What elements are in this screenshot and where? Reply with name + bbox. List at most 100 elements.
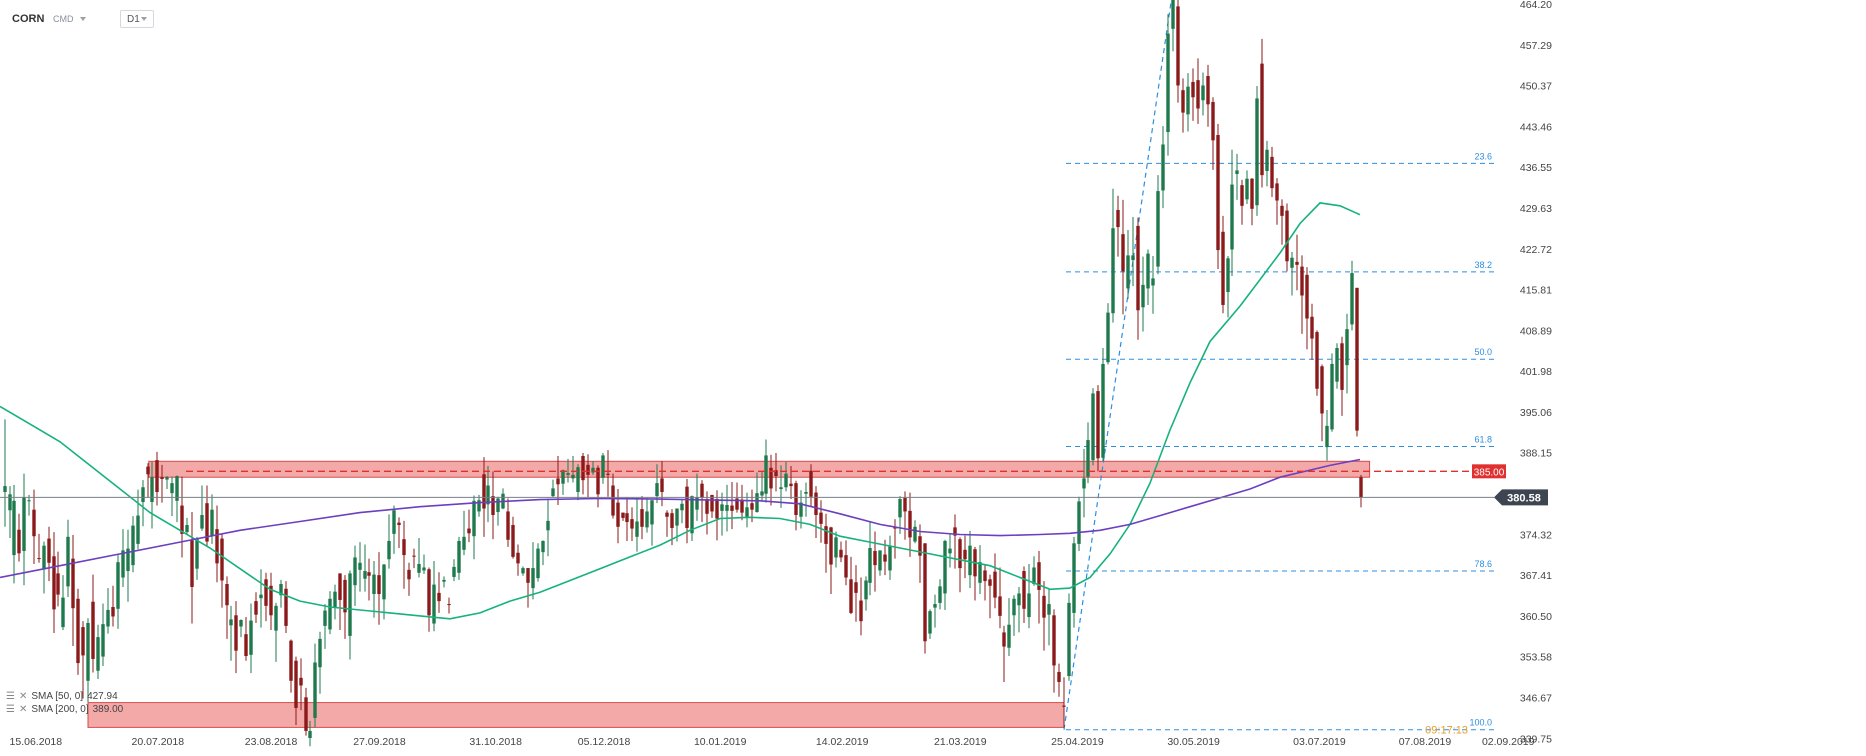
bullish-candle: [1201, 72, 1205, 116]
sma-50-line: [0, 202, 1361, 620]
settings-icon[interactable]: ☰: [6, 691, 15, 702]
candle-body: [343, 579, 347, 613]
bullish-candle: [372, 561, 376, 618]
candle-body: [452, 566, 456, 577]
bearish-candle: [1240, 179, 1244, 225]
candle-body: [685, 486, 689, 528]
bullish-candle: [1007, 598, 1011, 656]
bullish-candle: [358, 542, 362, 592]
candle-body: [536, 548, 540, 579]
bearish-candle: [973, 546, 977, 601]
candle-body: [1330, 363, 1334, 430]
candle-body: [131, 525, 135, 566]
bearish-candle: [294, 656, 298, 726]
bullish-candle: [1151, 255, 1155, 314]
bearish-candle: [447, 597, 451, 614]
bearish-candle: [76, 588, 80, 675]
fibonacci-trend-line[interactable]: [1063, 0, 1173, 730]
candle-body: [616, 502, 620, 527]
candle-body: [457, 540, 461, 573]
bullish-candle: [348, 570, 352, 660]
bearish-candle: [467, 509, 471, 543]
bullish-candle: [249, 603, 253, 674]
bullish-candle: [185, 517, 189, 534]
candle-body: [745, 507, 749, 517]
close-icon[interactable]: ✕: [18, 704, 28, 715]
candle-body: [185, 525, 189, 533]
market-label: CMD: [53, 14, 74, 24]
candle-countdown: 09:17:13: [1425, 725, 1468, 737]
candle-body: [462, 536, 466, 550]
symbol-label[interactable]: CORN: [12, 13, 45, 25]
bullish-candle: [913, 520, 917, 544]
bullish-candle: [121, 529, 125, 587]
candle-body: [1230, 184, 1234, 250]
x-tick-label: 03.07.2019: [1293, 736, 1346, 748]
candle-body: [591, 467, 595, 473]
close-icon[interactable]: ✕: [18, 691, 28, 702]
market-selector[interactable]: CMD: [53, 10, 86, 28]
settings-icon[interactable]: ☰: [6, 704, 15, 715]
candle-body: [66, 536, 70, 587]
candle-body: [491, 496, 495, 515]
candle-body: [367, 572, 371, 576]
candle-body: [898, 499, 902, 518]
candle-body: [382, 564, 386, 600]
x-tick-label: 20.07.2018: [132, 736, 185, 748]
bullish-candle: [150, 461, 154, 529]
bullish-candle: [1111, 188, 1115, 323]
fib-level-label: 61.8: [1474, 435, 1492, 445]
bearish-candle: [983, 565, 987, 601]
candle-body: [645, 511, 649, 528]
candle-body: [576, 467, 580, 492]
bullish-candle: [363, 544, 367, 592]
candle-body: [760, 491, 764, 496]
sma-50-legend[interactable]: ☰ ✕ SMA [50, 0] 427.94: [6, 691, 118, 702]
bearish-candle: [234, 601, 238, 674]
timeframe-selector[interactable]: D1: [120, 10, 154, 28]
bullish-candle: [501, 488, 505, 510]
bullish-candle: [457, 536, 461, 580]
candle-body: [333, 591, 337, 608]
bullish-candle: [978, 545, 982, 595]
bearish-candle: [1250, 178, 1254, 226]
bullish-candle: [86, 618, 90, 703]
candle-body: [215, 529, 219, 564]
candle-body: [155, 460, 159, 492]
candle-body: [56, 573, 60, 595]
bullish-candle: [561, 469, 565, 495]
resistance-price-label: 385.00: [1474, 467, 1505, 478]
candle-body: [417, 563, 421, 573]
candle-body: [705, 499, 709, 514]
candle-body: [47, 538, 51, 563]
candle-body: [958, 539, 962, 569]
bullish-candle: [943, 539, 947, 610]
candle-body: [903, 497, 907, 512]
bullish-candle: [933, 594, 937, 628]
candle-body: [913, 526, 917, 542]
time-axis[interactable]: 15.06.2018 20.07.2018 23.08.2018 27.09.2018…: [10, 736, 1535, 748]
price-axis[interactable]: 339.75 346.67 353.58 360.50 367.41 374.32 388.…: [1520, 0, 1552, 745]
candle-body: [259, 594, 263, 599]
bullish-candle: [546, 498, 550, 557]
sma-200-legend[interactable]: ☰ ✕ SMA [200, 0] 389.00: [6, 704, 123, 715]
fib-diagonal-line[interactable]: [1063, 0, 1173, 730]
candle-body: [804, 491, 808, 494]
y-tick-label: 422.72: [1520, 244, 1552, 256]
bullish-candle: [1156, 175, 1160, 275]
bullish-candle: [195, 536, 199, 580]
candle-body: [294, 660, 298, 708]
candle-body: [953, 527, 957, 536]
candle-body: [700, 483, 704, 498]
candle-body: [695, 497, 699, 510]
bullish-candle: [170, 476, 174, 517]
candle-body: [1126, 255, 1130, 289]
bearish-candle: [923, 543, 927, 654]
bearish-candle: [809, 464, 813, 507]
bullish-candle: [1131, 217, 1135, 287]
candle-body: [774, 470, 778, 477]
candle-body: [180, 505, 184, 534]
candle-body: [1290, 257, 1294, 268]
candle-body: [516, 552, 520, 564]
